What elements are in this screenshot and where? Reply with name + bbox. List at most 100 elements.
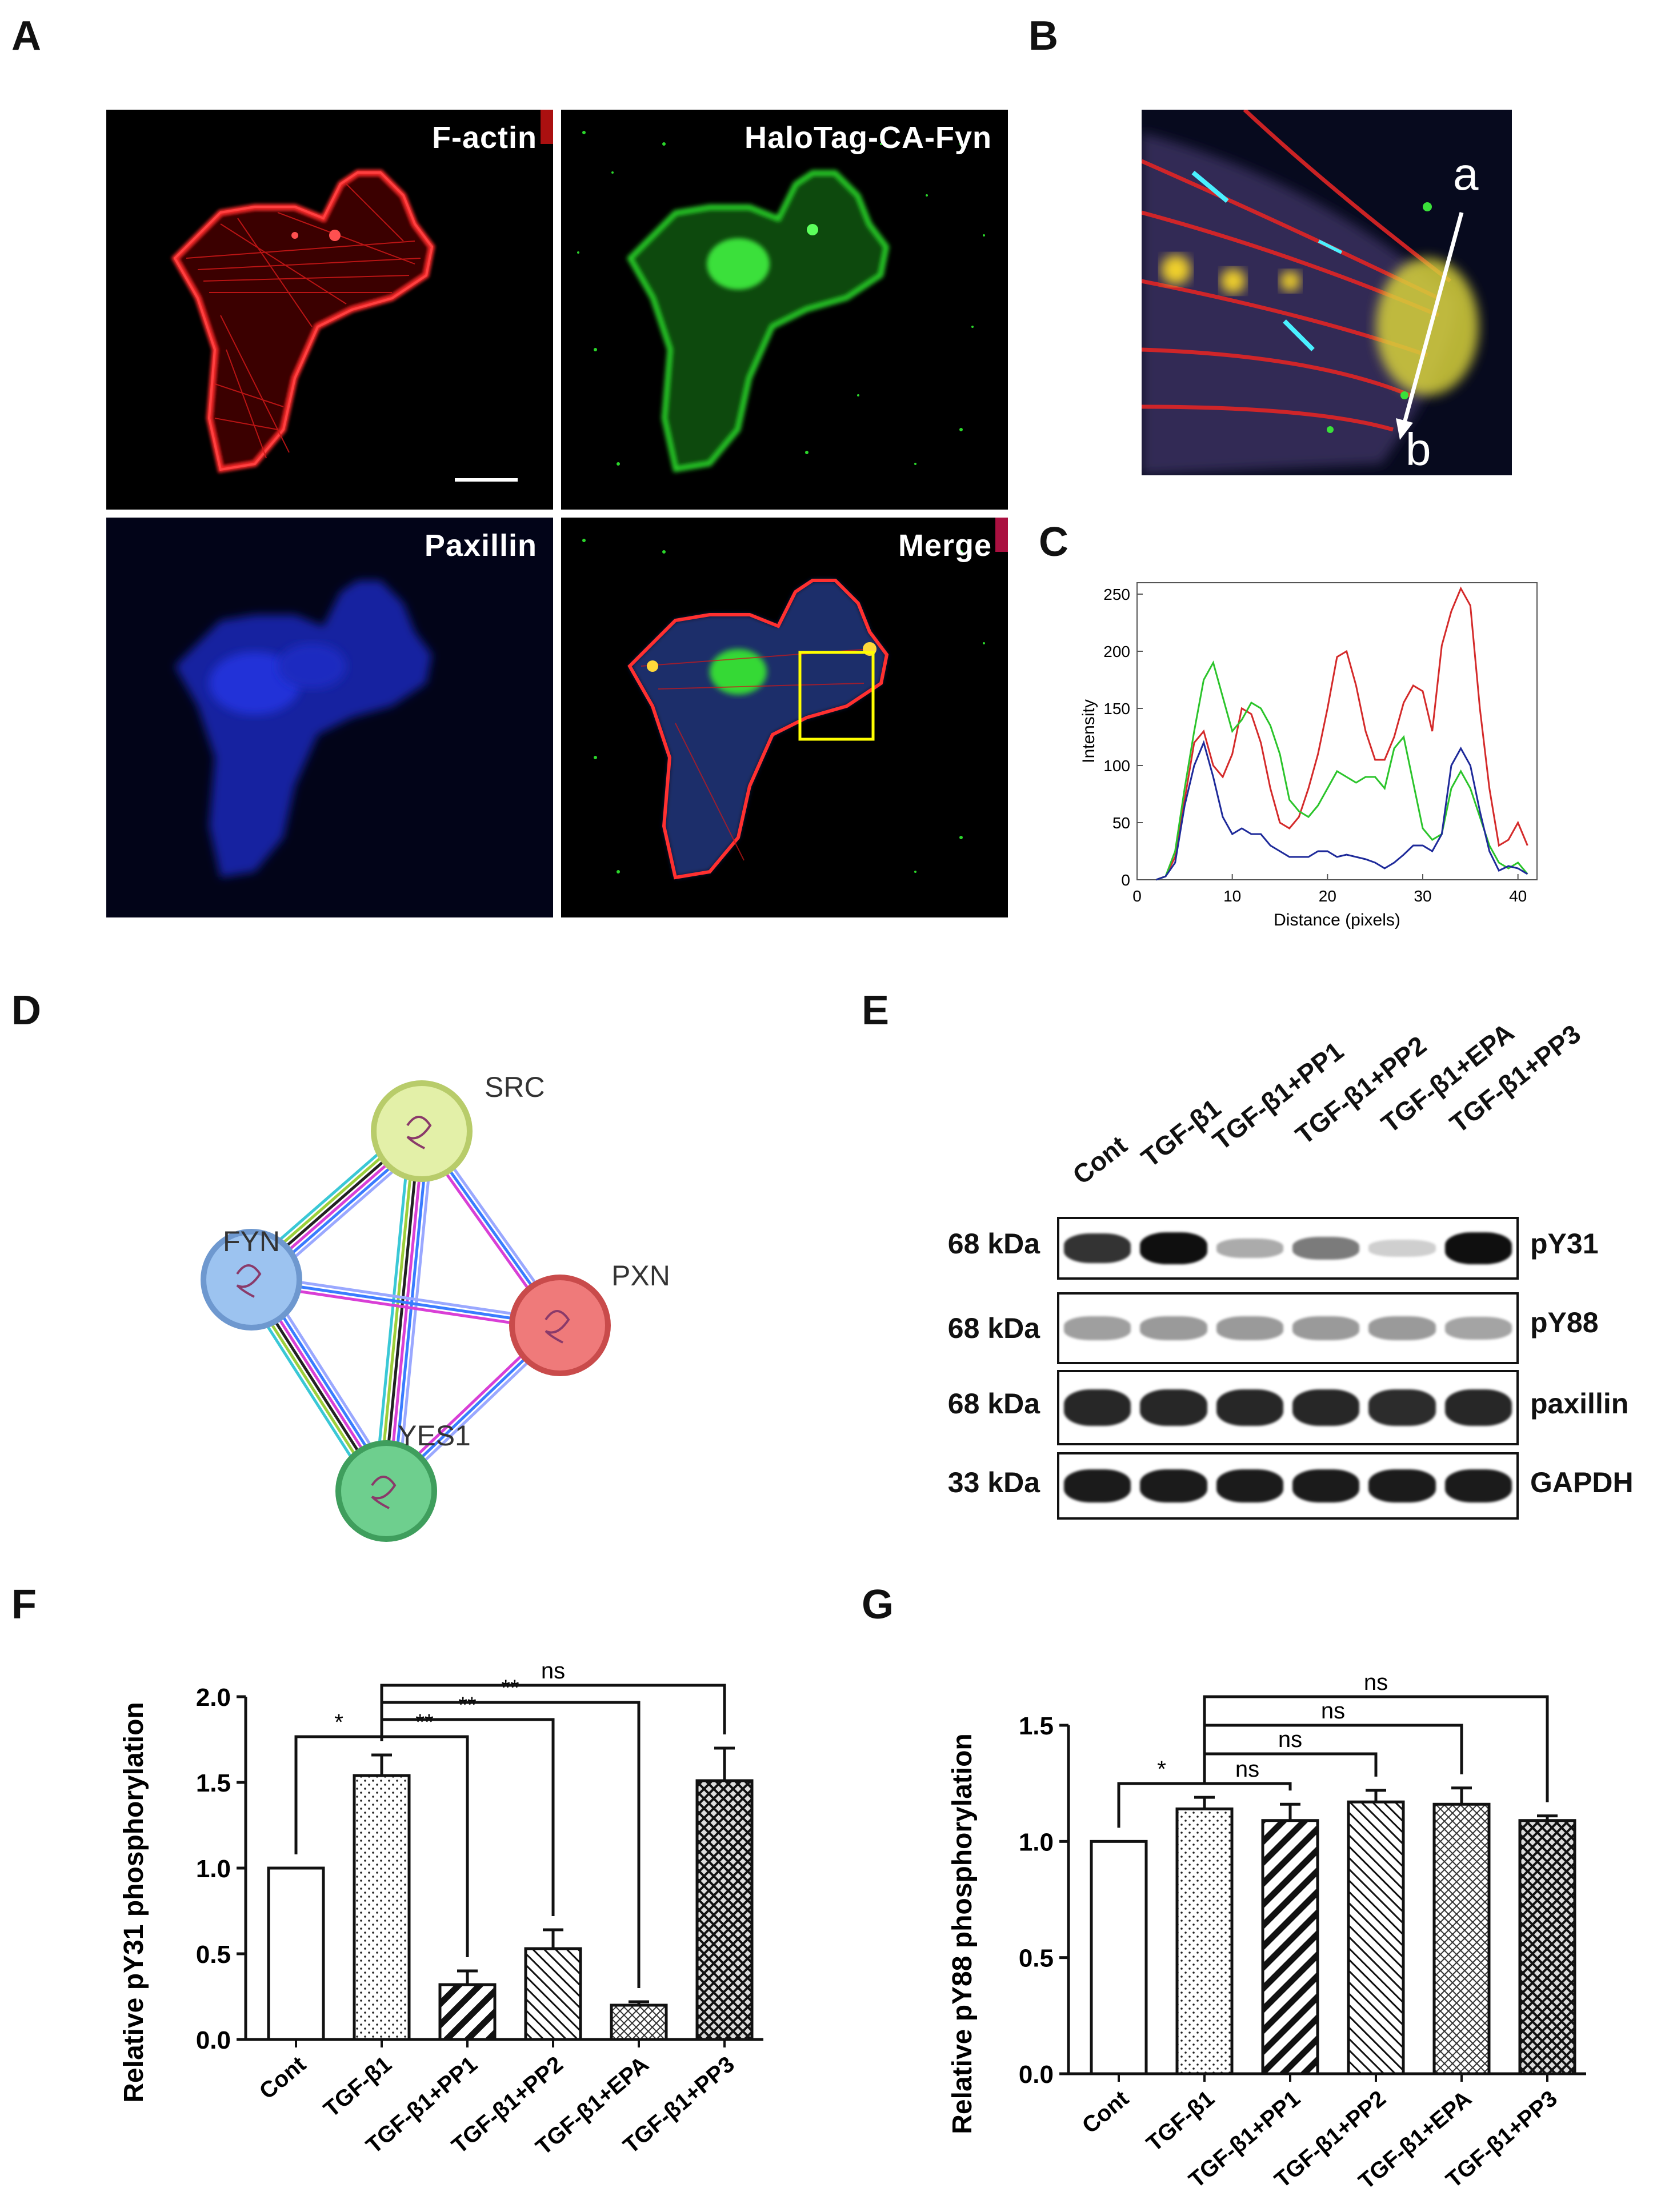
c-series-line	[1155, 740, 1528, 881]
y-tick-label: 1.5	[1019, 1712, 1054, 1740]
c-y-axis-label: Intensity	[1079, 699, 1098, 763]
blot-strip-py88	[1057, 1292, 1519, 1364]
c-x-tick-label: 0	[1132, 887, 1142, 905]
f-y-axis-label: Relative pY31 phosphorylation	[119, 1702, 149, 2102]
network-node	[371, 1080, 473, 1182]
significance-label: ns	[1235, 1757, 1259, 1782]
significance-label: **	[501, 1676, 519, 1701]
blot-band	[1064, 1389, 1131, 1426]
blot-band	[1444, 1469, 1512, 1503]
significance-bracket	[380, 1701, 641, 1988]
blot-strip-paxillin	[1057, 1370, 1519, 1445]
blot-strip-gapdh	[1057, 1452, 1519, 1520]
blot-band	[1292, 1236, 1360, 1260]
y-tick-label: 1.5	[196, 1769, 231, 1797]
blot-band	[1064, 1469, 1131, 1503]
bar	[438, 1983, 497, 2041]
protein-structure-icon	[371, 1476, 397, 1509]
micrograph-halotag-fyn: HaloTag-CA-Fyn	[561, 110, 1008, 510]
g-y-axis-label: Relative pY88 phosphorylation	[947, 1733, 978, 2134]
c-x-tick-label: 40	[1509, 887, 1527, 905]
significance-bracket	[1203, 1695, 1549, 1802]
bar	[1518, 1819, 1576, 2075]
panel-letter-b: B	[1028, 13, 1058, 59]
network-edge	[250, 1283, 560, 1332]
blot-band	[1368, 1469, 1436, 1503]
network-edge	[382, 1131, 421, 1491]
roi-box	[798, 651, 875, 741]
c-y-tick-label: 100	[1103, 757, 1130, 775]
c-series-line	[1155, 660, 1528, 881]
bar	[524, 1947, 582, 2041]
blot-band	[1444, 1389, 1512, 1426]
blot-band	[1064, 1233, 1131, 1263]
blot-band	[1444, 1232, 1512, 1265]
blot-kda-label: 33 kDa	[947, 1466, 1040, 1498]
c-series-line	[1155, 586, 1528, 881]
y-tick-label: 2.0	[196, 1684, 231, 1712]
blot-protein-label: GAPDH	[1530, 1466, 1634, 1498]
channel-label-halotag-fyn: HaloTag-CA-Fyn	[745, 121, 992, 155]
c-x-axis-label: Distance (pixels)	[1274, 911, 1400, 929]
network-node	[201, 1229, 302, 1331]
c-y-tick-label: 200	[1103, 643, 1130, 660]
blot-band	[1140, 1389, 1207, 1426]
network-edge	[387, 1131, 426, 1492]
x-tick-label: TGF-β1	[319, 2051, 397, 2122]
c-x-tick-label: 20	[1319, 887, 1336, 905]
profile-arrow	[1402, 212, 1464, 423]
micrograph-merge: Merge	[561, 518, 1008, 917]
c-y-tick-label: 50	[1112, 814, 1130, 832]
y-tick-label: 1.0	[196, 1855, 231, 1883]
y-tick-label: 1.0	[1019, 1828, 1054, 1856]
y-tick-label: 0.5	[196, 1941, 231, 1969]
bar	[267, 1866, 325, 2041]
profile-end-label: b	[1406, 424, 1431, 475]
significance-bracket	[1203, 1782, 1292, 1791]
blot-protein-label: paxillin	[1530, 1388, 1629, 1420]
network-edge	[378, 1130, 417, 1491]
bar	[1175, 1807, 1234, 2075]
network-node	[509, 1275, 611, 1376]
blot-band	[1216, 1389, 1283, 1426]
bar	[1347, 1800, 1405, 2075]
blot-kda-label: 68 kDa	[947, 1312, 1040, 1344]
blot-band	[1444, 1316, 1512, 1340]
blot-band	[1064, 1316, 1131, 1340]
x-tick-label: Cont	[1078, 2086, 1134, 2138]
blot-band	[1368, 1240, 1436, 1257]
significance-label: *	[334, 1710, 343, 1735]
significance-label: **	[458, 1693, 476, 1718]
blot-protein-label: pY88	[1530, 1307, 1599, 1339]
lane-label: Cont	[1067, 1129, 1132, 1191]
network-node-label: PXN	[611, 1260, 670, 1292]
network-edge	[373, 1129, 412, 1490]
network-node-label: SRC	[485, 1071, 545, 1103]
network-edge	[251, 1273, 561, 1323]
bar	[353, 1774, 411, 2041]
c-x-tick-label: 30	[1414, 887, 1431, 905]
blot-band	[1216, 1469, 1283, 1503]
micrograph-f-actin: F-actin	[106, 110, 553, 510]
network-edge	[251, 1278, 561, 1327]
blot-band	[1216, 1316, 1283, 1341]
protein-structure-icon	[545, 1310, 570, 1344]
significance-label: ns	[1321, 1698, 1345, 1724]
significance-label: ns	[1278, 1727, 1302, 1752]
panel-d-network: SRC FYN PXN YES1	[201, 1071, 670, 1542]
blot-band	[1292, 1389, 1360, 1426]
network-edge	[391, 1131, 430, 1492]
blot-band	[1216, 1238, 1283, 1259]
x-tick-label: Cont	[255, 2051, 311, 2104]
channel-label-merge: Merge	[898, 528, 992, 563]
y-tick-label: 0.0	[1019, 2061, 1054, 2089]
significance-label: **	[415, 1710, 433, 1735]
panel-c-chart: 0 10 20 30 40 0 50 100 150 200 250 Intensity Dista…	[1079, 582, 1538, 929]
c-plot-frame	[1136, 582, 1538, 880]
significance-label: ns	[541, 1658, 565, 1684]
blot-band	[1292, 1316, 1360, 1341]
significance-label: *	[1157, 1757, 1166, 1782]
